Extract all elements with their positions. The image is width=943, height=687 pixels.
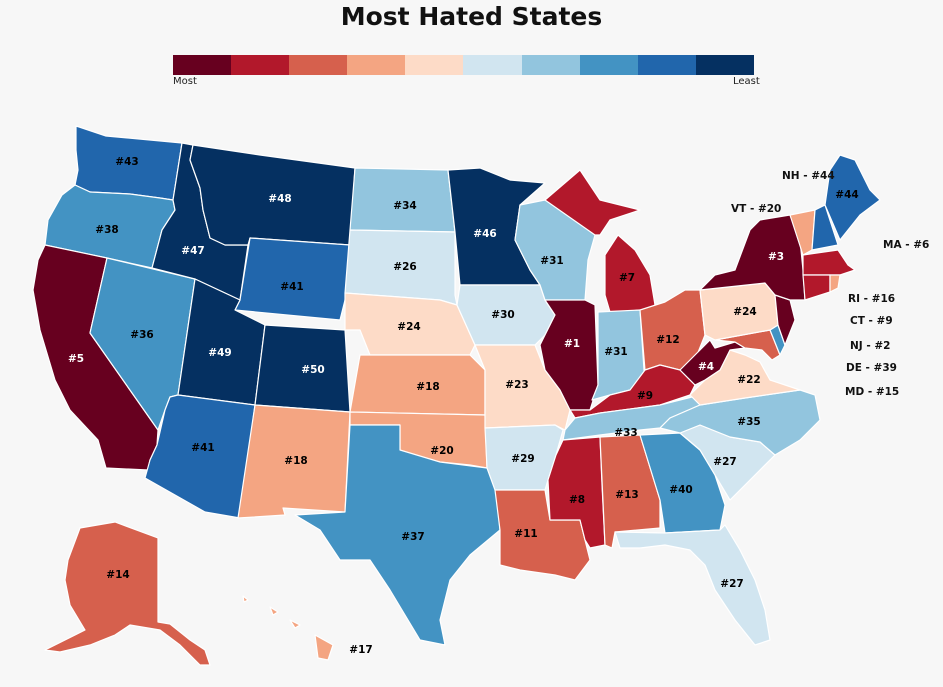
label-ms: #8 xyxy=(569,494,585,506)
label-in: #31 xyxy=(604,346,627,358)
label-ne: #24 xyxy=(397,321,420,333)
callout-md: MD - #15 xyxy=(845,386,900,398)
label-co: #50 xyxy=(301,364,324,376)
callout-nj: NJ - #2 xyxy=(850,340,891,352)
label-wi: #31 xyxy=(540,255,563,267)
legend-low-label: Most xyxy=(173,76,197,87)
state-fl[interactable] xyxy=(614,524,771,646)
state-labels: #43 #38 #5 #47 #36 #48 #41 #49 #41 #50 #… xyxy=(68,156,859,656)
label-wv: #4 xyxy=(698,361,714,373)
label-sc: #27 xyxy=(713,456,736,468)
state-ma[interactable] xyxy=(802,249,856,276)
callout-vt: VT - #20 xyxy=(731,203,782,215)
label-il: #1 xyxy=(564,338,580,350)
legend-swatch-3 xyxy=(289,55,348,75)
callout-ct: CT - #9 xyxy=(850,315,893,327)
callout-ri: RI - #16 xyxy=(848,293,896,305)
label-tn: #33 xyxy=(614,427,637,439)
state-nc[interactable] xyxy=(659,389,821,456)
state-me[interactable] xyxy=(824,154,881,241)
label-ar: #29 xyxy=(511,453,534,465)
state-nh[interactable] xyxy=(811,204,839,251)
label-fl: #27 xyxy=(720,578,743,590)
callout-ma: MA - #6 xyxy=(883,239,930,251)
color-legend xyxy=(173,55,754,75)
state-ak[interactable] xyxy=(44,521,211,666)
callout-de: DE - #39 xyxy=(846,362,897,374)
label-ca: #5 xyxy=(68,353,84,365)
label-ok: #20 xyxy=(430,445,453,457)
label-nc: #35 xyxy=(737,416,760,428)
state-mo[interactable] xyxy=(474,344,571,431)
label-mo: #23 xyxy=(505,379,528,391)
label-ga: #40 xyxy=(669,484,692,496)
page-title: Most Hated States xyxy=(340,2,603,31)
state-tx[interactable] xyxy=(294,424,501,646)
legend-high-label: Least xyxy=(733,76,760,87)
legend-swatch-5 xyxy=(405,55,464,75)
label-mt: #48 xyxy=(268,193,291,205)
label-nv: #36 xyxy=(130,329,153,341)
label-or: #38 xyxy=(95,224,118,236)
label-ks: #18 xyxy=(416,381,439,393)
label-pa: #24 xyxy=(733,306,756,318)
label-wa: #43 xyxy=(115,156,138,168)
label-tx: #37 xyxy=(401,531,424,543)
legend-swatch-7 xyxy=(521,55,580,75)
legend-swatch-8 xyxy=(579,55,638,75)
state-ct[interactable] xyxy=(802,274,831,301)
label-ut: #49 xyxy=(208,347,231,359)
label-ky: #9 xyxy=(637,390,653,402)
state-wy[interactable] xyxy=(234,237,351,321)
label-nm: #18 xyxy=(284,455,307,467)
label-la: #11 xyxy=(514,528,537,540)
label-ny: #3 xyxy=(768,251,784,263)
legend-swatch-4 xyxy=(347,55,406,75)
label-ia: #30 xyxy=(491,309,514,321)
label-me: #44 xyxy=(835,189,858,201)
label-wy: #41 xyxy=(280,281,303,293)
label-al: #13 xyxy=(615,489,638,501)
legend-swatch-1 xyxy=(173,55,232,75)
label-hi: #17 xyxy=(349,644,372,656)
legend-swatch-10 xyxy=(695,55,754,75)
state-ri[interactable] xyxy=(829,274,841,293)
label-oh: #12 xyxy=(656,334,679,346)
label-az: #41 xyxy=(191,442,214,454)
legend-swatch-2 xyxy=(231,55,290,75)
state-mt[interactable] xyxy=(189,144,356,246)
state-wv[interactable] xyxy=(679,339,746,386)
label-id: #47 xyxy=(181,245,204,257)
legend-swatch-9 xyxy=(637,55,696,75)
label-va: #22 xyxy=(737,374,760,386)
label-mi: #7 xyxy=(619,272,635,284)
label-ak: #14 xyxy=(106,569,129,581)
state-hi[interactable] xyxy=(242,595,334,661)
label-mn: #46 xyxy=(473,228,496,240)
legend-swatch-6 xyxy=(463,55,522,75)
label-nd: #34 xyxy=(393,200,416,212)
callout-nh: NH - #44 xyxy=(782,170,835,182)
label-sd: #26 xyxy=(393,261,416,273)
